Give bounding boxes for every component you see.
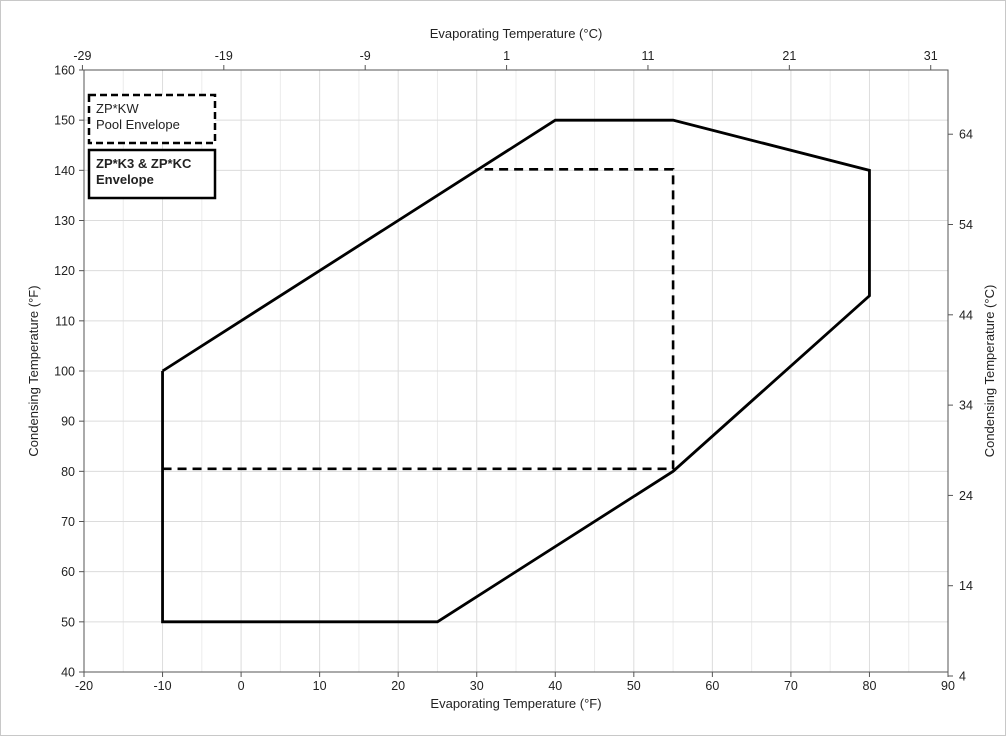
x-tick-label: 30 — [470, 679, 484, 693]
y2-axis-title: Condensing Temperature (°C) — [982, 285, 997, 458]
x2-axis-title: Evaporating Temperature (°C) — [430, 26, 603, 41]
x-tick-label: 80 — [863, 679, 877, 693]
y-tick-label: 160 — [54, 64, 75, 78]
y-tick-label: 80 — [61, 465, 75, 479]
y2-tick-label: 24 — [959, 489, 973, 503]
x-axis-title: Evaporating Temperature (°F) — [430, 696, 601, 711]
y-tick-label: 40 — [61, 666, 75, 680]
legend-pool-label: ZP*KW — [96, 101, 139, 116]
legend-pool-label: Pool Envelope — [96, 117, 180, 132]
x2-tick-label: -9 — [360, 49, 371, 63]
legend-box-k3-kc — [87, 148, 217, 200]
y-tick-label: 140 — [54, 164, 75, 178]
x2-tick-label: 11 — [641, 49, 654, 63]
y-tick-label: 100 — [54, 365, 75, 379]
x-tick-label: 10 — [313, 679, 327, 693]
x2-tick-label: -29 — [73, 49, 91, 63]
x2-tick-label: -19 — [215, 49, 233, 63]
x2-tick-label: 21 — [782, 49, 796, 63]
x-tick-label: 40 — [548, 679, 562, 693]
y2-tick-label: 14 — [959, 579, 973, 593]
x-tick-label: 20 — [391, 679, 405, 693]
y2-tick-label: 54 — [959, 218, 973, 232]
x-tick-label: 70 — [784, 679, 798, 693]
legend-box-pool — [87, 93, 217, 145]
x2-tick-label: 31 — [924, 49, 938, 63]
y-axis-title: Condensing Temperature (°F) — [26, 285, 41, 456]
y2-tick-label: 44 — [959, 308, 973, 322]
y-tick-label: 130 — [54, 214, 75, 228]
y-tick-label: 110 — [55, 314, 75, 328]
y-tick-label: 120 — [54, 264, 75, 278]
y2-tick-label: 34 — [959, 399, 973, 413]
y-tick-label: 90 — [61, 415, 75, 429]
pool-envelope-line — [162, 168, 675, 471]
k3-kc-envelope-line — [161, 118, 871, 624]
x-tick-label: 90 — [941, 679, 955, 693]
y-tick-label: 50 — [61, 615, 75, 629]
x-tick-label: -10 — [154, 679, 172, 693]
axes: -20 -10 0 10 20 30 40 50 60 70 80 90 40 50 60 70 80 90 100… — [54, 49, 973, 693]
x-tick-label: 0 — [238, 679, 245, 693]
y-tick-label: 70 — [61, 515, 75, 529]
x-tick-label: 60 — [705, 679, 719, 693]
legend-k3-kc-label: ZP*K3 & ZP*KC — [96, 156, 192, 171]
series — [161, 118, 871, 624]
y2-tick-label: 4 — [959, 670, 966, 684]
y-tick-label: 150 — [54, 114, 75, 128]
x2-tick-label: 1 — [503, 49, 510, 63]
legend-k3-kc-label: Envelope — [96, 172, 154, 187]
x-tick-label: 50 — [627, 679, 641, 693]
x-tick-label: -20 — [75, 679, 93, 693]
y-tick-label: 60 — [61, 565, 75, 579]
y2-tick-label: 64 — [959, 128, 973, 142]
